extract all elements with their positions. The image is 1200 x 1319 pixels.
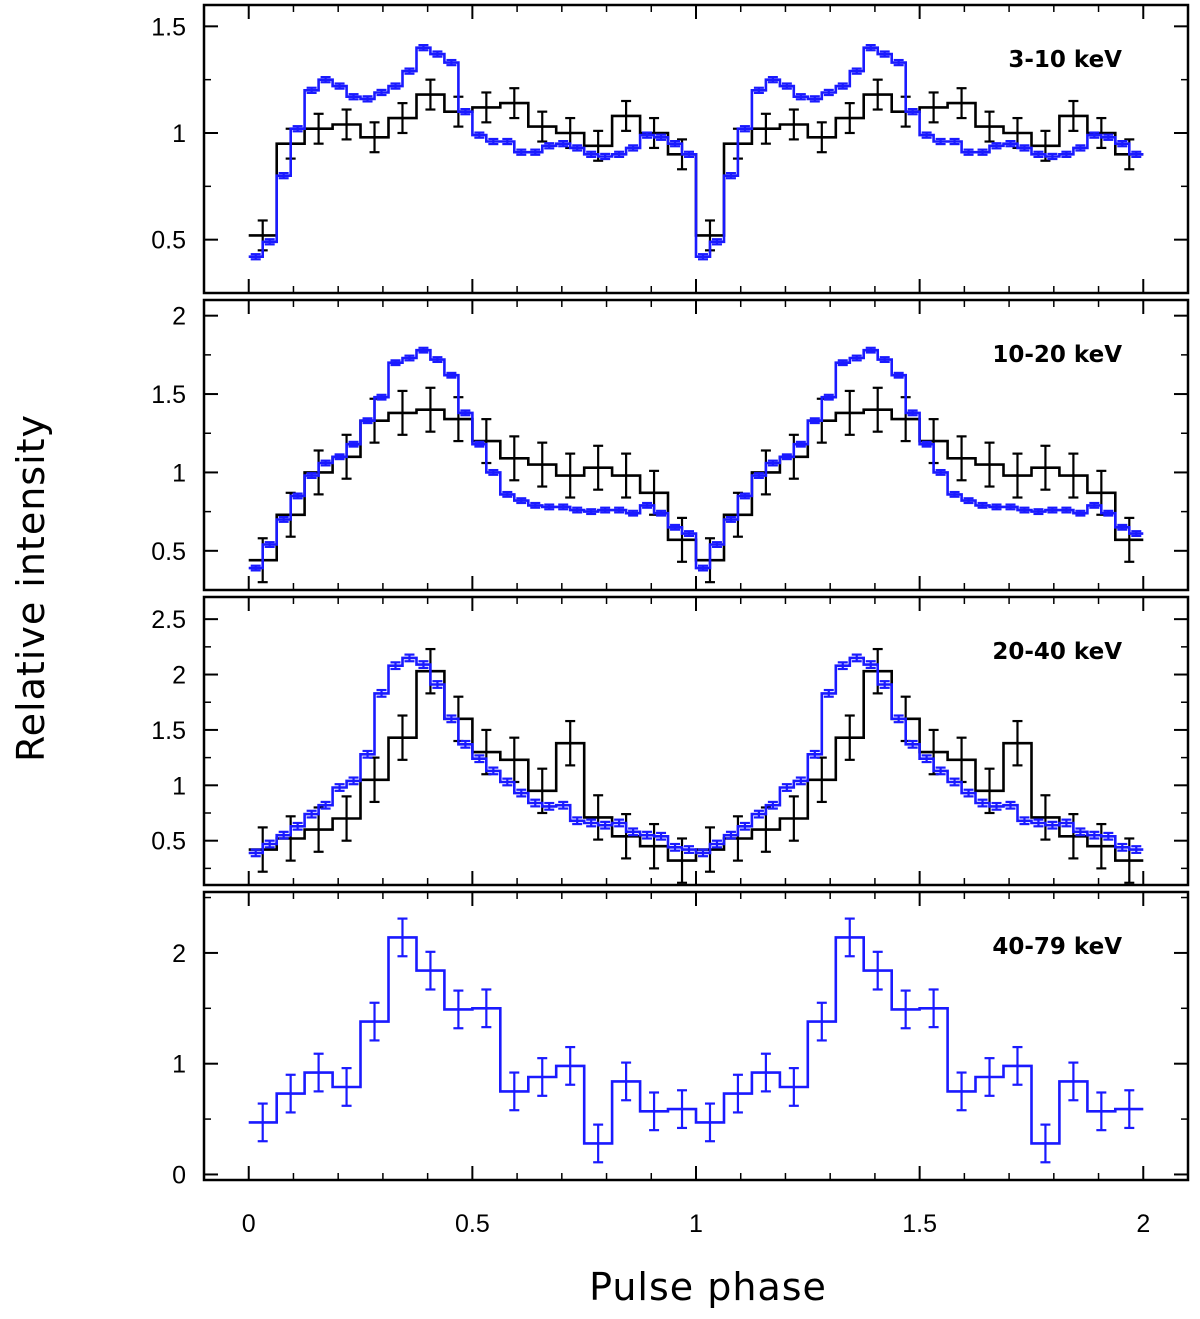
y-tick-label: 1: [172, 772, 186, 800]
y-tick-label: 1: [172, 120, 186, 148]
panel-energy-label: 3-10 keV: [1008, 47, 1122, 73]
panel-energy-label: 20-40 keV: [992, 639, 1122, 665]
y-tick-label: 2.5: [151, 606, 186, 634]
y-tick-label: 0.5: [151, 828, 186, 856]
y-tick-label: 0.5: [151, 538, 186, 566]
series-blue-histogram: [248, 936, 1144, 1145]
panel-1: 0.5 1 1.5 3-10 keV: [151, 3, 1190, 295]
panel-4: 0 1 2 40-79 keV: [172, 890, 1190, 1189]
panel-3: 0.5 1 1.5 2 2.5 20-40 keV: [151, 595, 1190, 887]
panel-2: 0.5 1 1.5 2 10-20 keV: [151, 298, 1190, 592]
x-tick-label: 2: [1136, 1210, 1150, 1238]
y-tick-label: 1: [172, 459, 186, 487]
series-blue-histogram: [248, 348, 1144, 570]
y-tick-label: 1.5: [151, 13, 186, 41]
panels-group: 0.5 1 1.5 3-10 keV 0.5 1 1.5 2 10-20 keV 0.5 1 1.5 2…: [151, 3, 1190, 1189]
series-blue-points: [250, 653, 1142, 858]
y-tick-label: 2: [172, 303, 186, 331]
x-tick-labels: 0 0.5 1 1.5 2: [242, 1210, 1150, 1238]
series-blue-histogram: [248, 656, 1144, 855]
series-blue-points: [250, 44, 1142, 261]
panel-energy-label: 40-79 keV: [992, 934, 1122, 960]
x-tick-label: 1.5: [902, 1210, 937, 1238]
y-tick-label: 1: [172, 1051, 186, 1079]
y-axis-title: Relative intensity: [9, 414, 53, 762]
series-blue-histogram: [248, 46, 1144, 258]
y-tick-label: 1.5: [151, 381, 186, 409]
series-blue-points: [250, 346, 1142, 572]
y-tick-label: 2: [172, 940, 186, 968]
x-tick-label: 0: [242, 1210, 256, 1238]
x-tick-label: 1: [689, 1210, 703, 1238]
series-black-points: [257, 647, 1135, 884]
panel-energy-label: 10-20 keV: [992, 342, 1122, 368]
series-black-histogram: [248, 669, 1144, 862]
series-blue-points: [257, 917, 1135, 1164]
x-axis-title: Pulse phase: [589, 1265, 827, 1309]
y-tick-label: 2: [172, 662, 186, 690]
y-tick-label: 1.5: [151, 717, 186, 745]
y-tick-label: 0.5: [151, 227, 186, 255]
series-black-points: [257, 78, 1135, 252]
x-tick-label: 0.5: [455, 1210, 490, 1238]
y-tick-label: 0: [172, 1161, 186, 1189]
